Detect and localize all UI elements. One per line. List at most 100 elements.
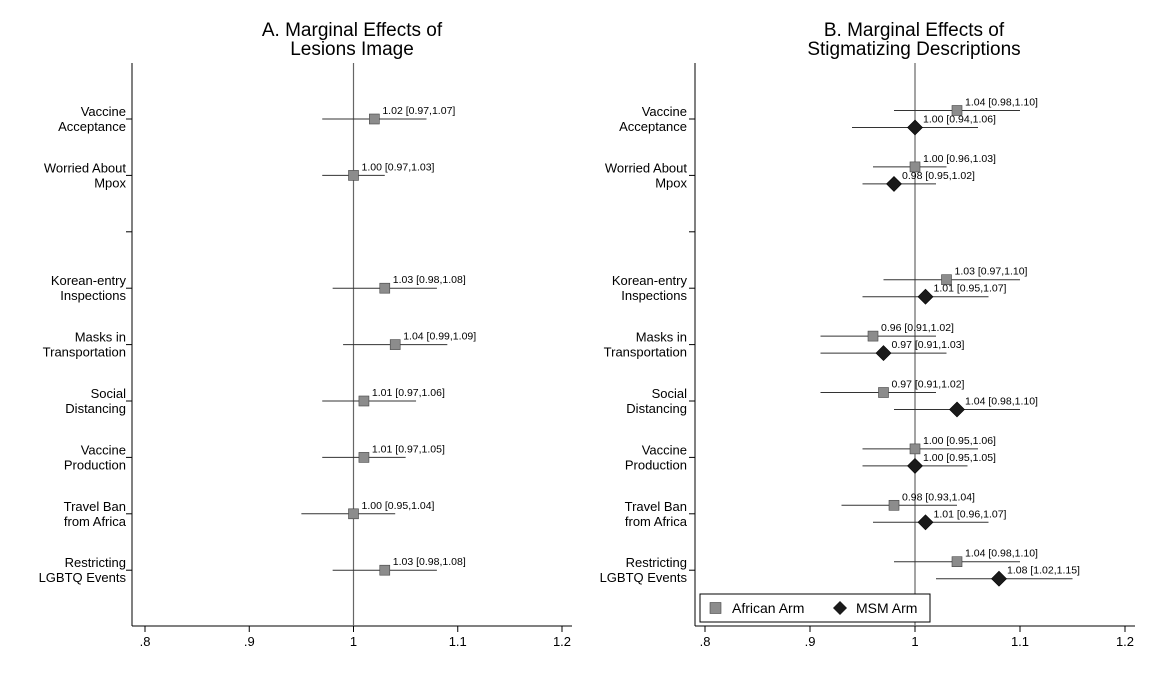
african-point-marker — [867, 330, 879, 342]
estimate-data-label: 1.01 [0.97,1.06] — [372, 387, 445, 399]
msm-point-marker — [907, 457, 923, 474]
panel-title: A. Marginal Effects of — [262, 20, 443, 41]
african-point-marker — [379, 564, 391, 576]
row-label: Worried About — [44, 160, 127, 175]
african-point-marker — [951, 105, 963, 116]
estimate-data-label: 1.03 [0.97,1.10] — [955, 266, 1028, 278]
african-point-marker — [348, 508, 359, 520]
legend-african-icon — [709, 602, 722, 614]
row-label: Mpox — [655, 175, 687, 190]
legend: African Arm MSM Arm — [699, 593, 931, 623]
x-tick-label: .9 — [244, 634, 255, 649]
row-label: LGBTQ Events — [39, 570, 127, 585]
x-tick-label: 1.1 — [449, 634, 467, 649]
row-label: Vaccine — [81, 104, 126, 119]
msm-point-marker — [917, 514, 934, 531]
row-label: Travel Ban — [625, 499, 687, 514]
row-label: Korean-entry — [612, 273, 688, 288]
msm-point-marker — [875, 345, 892, 362]
row-label: Inspections — [60, 288, 126, 303]
msm-point-marker — [917, 288, 934, 305]
african-point-marker — [909, 161, 921, 173]
x-tick-label: 1 — [350, 634, 357, 649]
row-label: LGBTQ Events — [600, 570, 688, 585]
msm-point-marker — [907, 119, 923, 136]
estimate-data-label: 1.00 [0.95,1.05] — [923, 452, 996, 464]
legend-label: African Arm — [732, 600, 804, 616]
estimate-data-label: 0.97 [0.91,1.03] — [892, 339, 965, 351]
row-label: Travel Ban — [64, 499, 126, 514]
x-tick-label: .9 — [805, 634, 816, 649]
row-label: Acceptance — [58, 119, 126, 134]
row-label: Restricting — [626, 555, 687, 570]
estimate-data-label: 1.08 [1.02,1.15] — [1007, 565, 1080, 577]
estimate-data-label: 0.96 [0.91,1.02] — [881, 322, 954, 334]
african-point-marker — [369, 113, 380, 125]
row-label: Social — [652, 386, 688, 401]
row-label: Production — [625, 457, 687, 472]
row-label: from Africa — [64, 514, 127, 529]
row-label: Inspections — [621, 288, 687, 303]
x-tick-label: 1.2 — [1116, 634, 1134, 649]
row-label: Distancing — [626, 401, 687, 416]
msm-point-marker — [949, 401, 965, 418]
estimate-data-label: 1.04 [0.98,1.10] — [965, 396, 1038, 408]
estimate-data-label: 0.98 [0.93,1.04] — [902, 491, 975, 503]
estimate-data-label: 0.97 [0.91,1.02] — [892, 379, 965, 391]
panel-title: Lesions Image — [290, 39, 414, 60]
row-label: Transportation — [604, 345, 687, 360]
row-label: Social — [91, 386, 127, 401]
estimate-data-label: 1.00 [0.95,1.04] — [362, 500, 435, 512]
row-label: Mpox — [94, 175, 126, 190]
african-point-marker — [379, 282, 391, 294]
estimate-data-label: 1.03 [0.98,1.08] — [393, 274, 466, 286]
african-point-marker — [348, 170, 359, 181]
estimate-data-label: 1.01 [0.95,1.07] — [934, 283, 1007, 295]
x-tick-label: .8 — [700, 634, 711, 649]
estimate-data-label: 1.00 [0.96,1.03] — [923, 153, 996, 165]
estimate-data-label: 1.00 [0.95,1.06] — [923, 435, 996, 447]
row-label: Distancing — [65, 401, 126, 416]
african-point-marker — [878, 387, 889, 398]
msm-point-marker — [991, 570, 1007, 587]
estimate-data-label: 1.01 [0.97,1.05] — [372, 443, 445, 455]
legend-label: MSM Arm — [856, 600, 917, 616]
legend-msm-icon — [833, 601, 847, 615]
african-point-marker — [358, 452, 370, 463]
row-label: Vaccine — [642, 104, 687, 119]
estimate-data-label: 1.00 [0.94,1.06] — [923, 114, 996, 126]
row-label: Restricting — [65, 555, 126, 570]
panel-title: Stigmatizing Descriptions — [807, 39, 1020, 60]
african-point-marker — [389, 339, 401, 350]
african-point-marker — [888, 499, 900, 511]
row-label: Masks in — [75, 330, 126, 345]
row-label: Worried About — [605, 160, 688, 175]
african-point-marker — [941, 274, 952, 286]
estimate-data-label: 1.03 [0.98,1.08] — [393, 556, 466, 568]
x-tick-label: .8 — [140, 634, 151, 649]
legend-box — [699, 593, 931, 623]
estimate-data-label: 1.02 [0.97,1.07] — [382, 105, 455, 117]
row-label: Masks in — [636, 330, 687, 345]
estimate-data-label: 1.04 [0.98,1.10] — [965, 97, 1038, 109]
estimate-data-label: 0.98 [0.95,1.02] — [902, 170, 975, 182]
row-label: Acceptance — [619, 119, 687, 134]
row-label: Production — [64, 457, 126, 472]
row-label: Korean-entry — [51, 273, 127, 288]
row-label: Transportation — [43, 345, 126, 360]
msm-point-marker — [886, 175, 902, 192]
row-label: from Africa — [625, 514, 688, 529]
estimate-data-label: 1.00 [0.97,1.03] — [362, 161, 435, 173]
panel-title: B. Marginal Effects of — [824, 20, 1005, 41]
estimate-data-label: 1.04 [0.98,1.10] — [965, 548, 1038, 560]
estimate-data-label: 1.04 [0.99,1.09] — [403, 331, 476, 343]
african-point-marker — [909, 443, 921, 455]
african-point-marker — [358, 395, 370, 407]
x-tick-label: 1.1 — [1011, 634, 1029, 649]
x-tick-label: 1.2 — [553, 634, 571, 649]
estimate-data-label: 1.01 [0.96,1.07] — [934, 508, 1007, 520]
